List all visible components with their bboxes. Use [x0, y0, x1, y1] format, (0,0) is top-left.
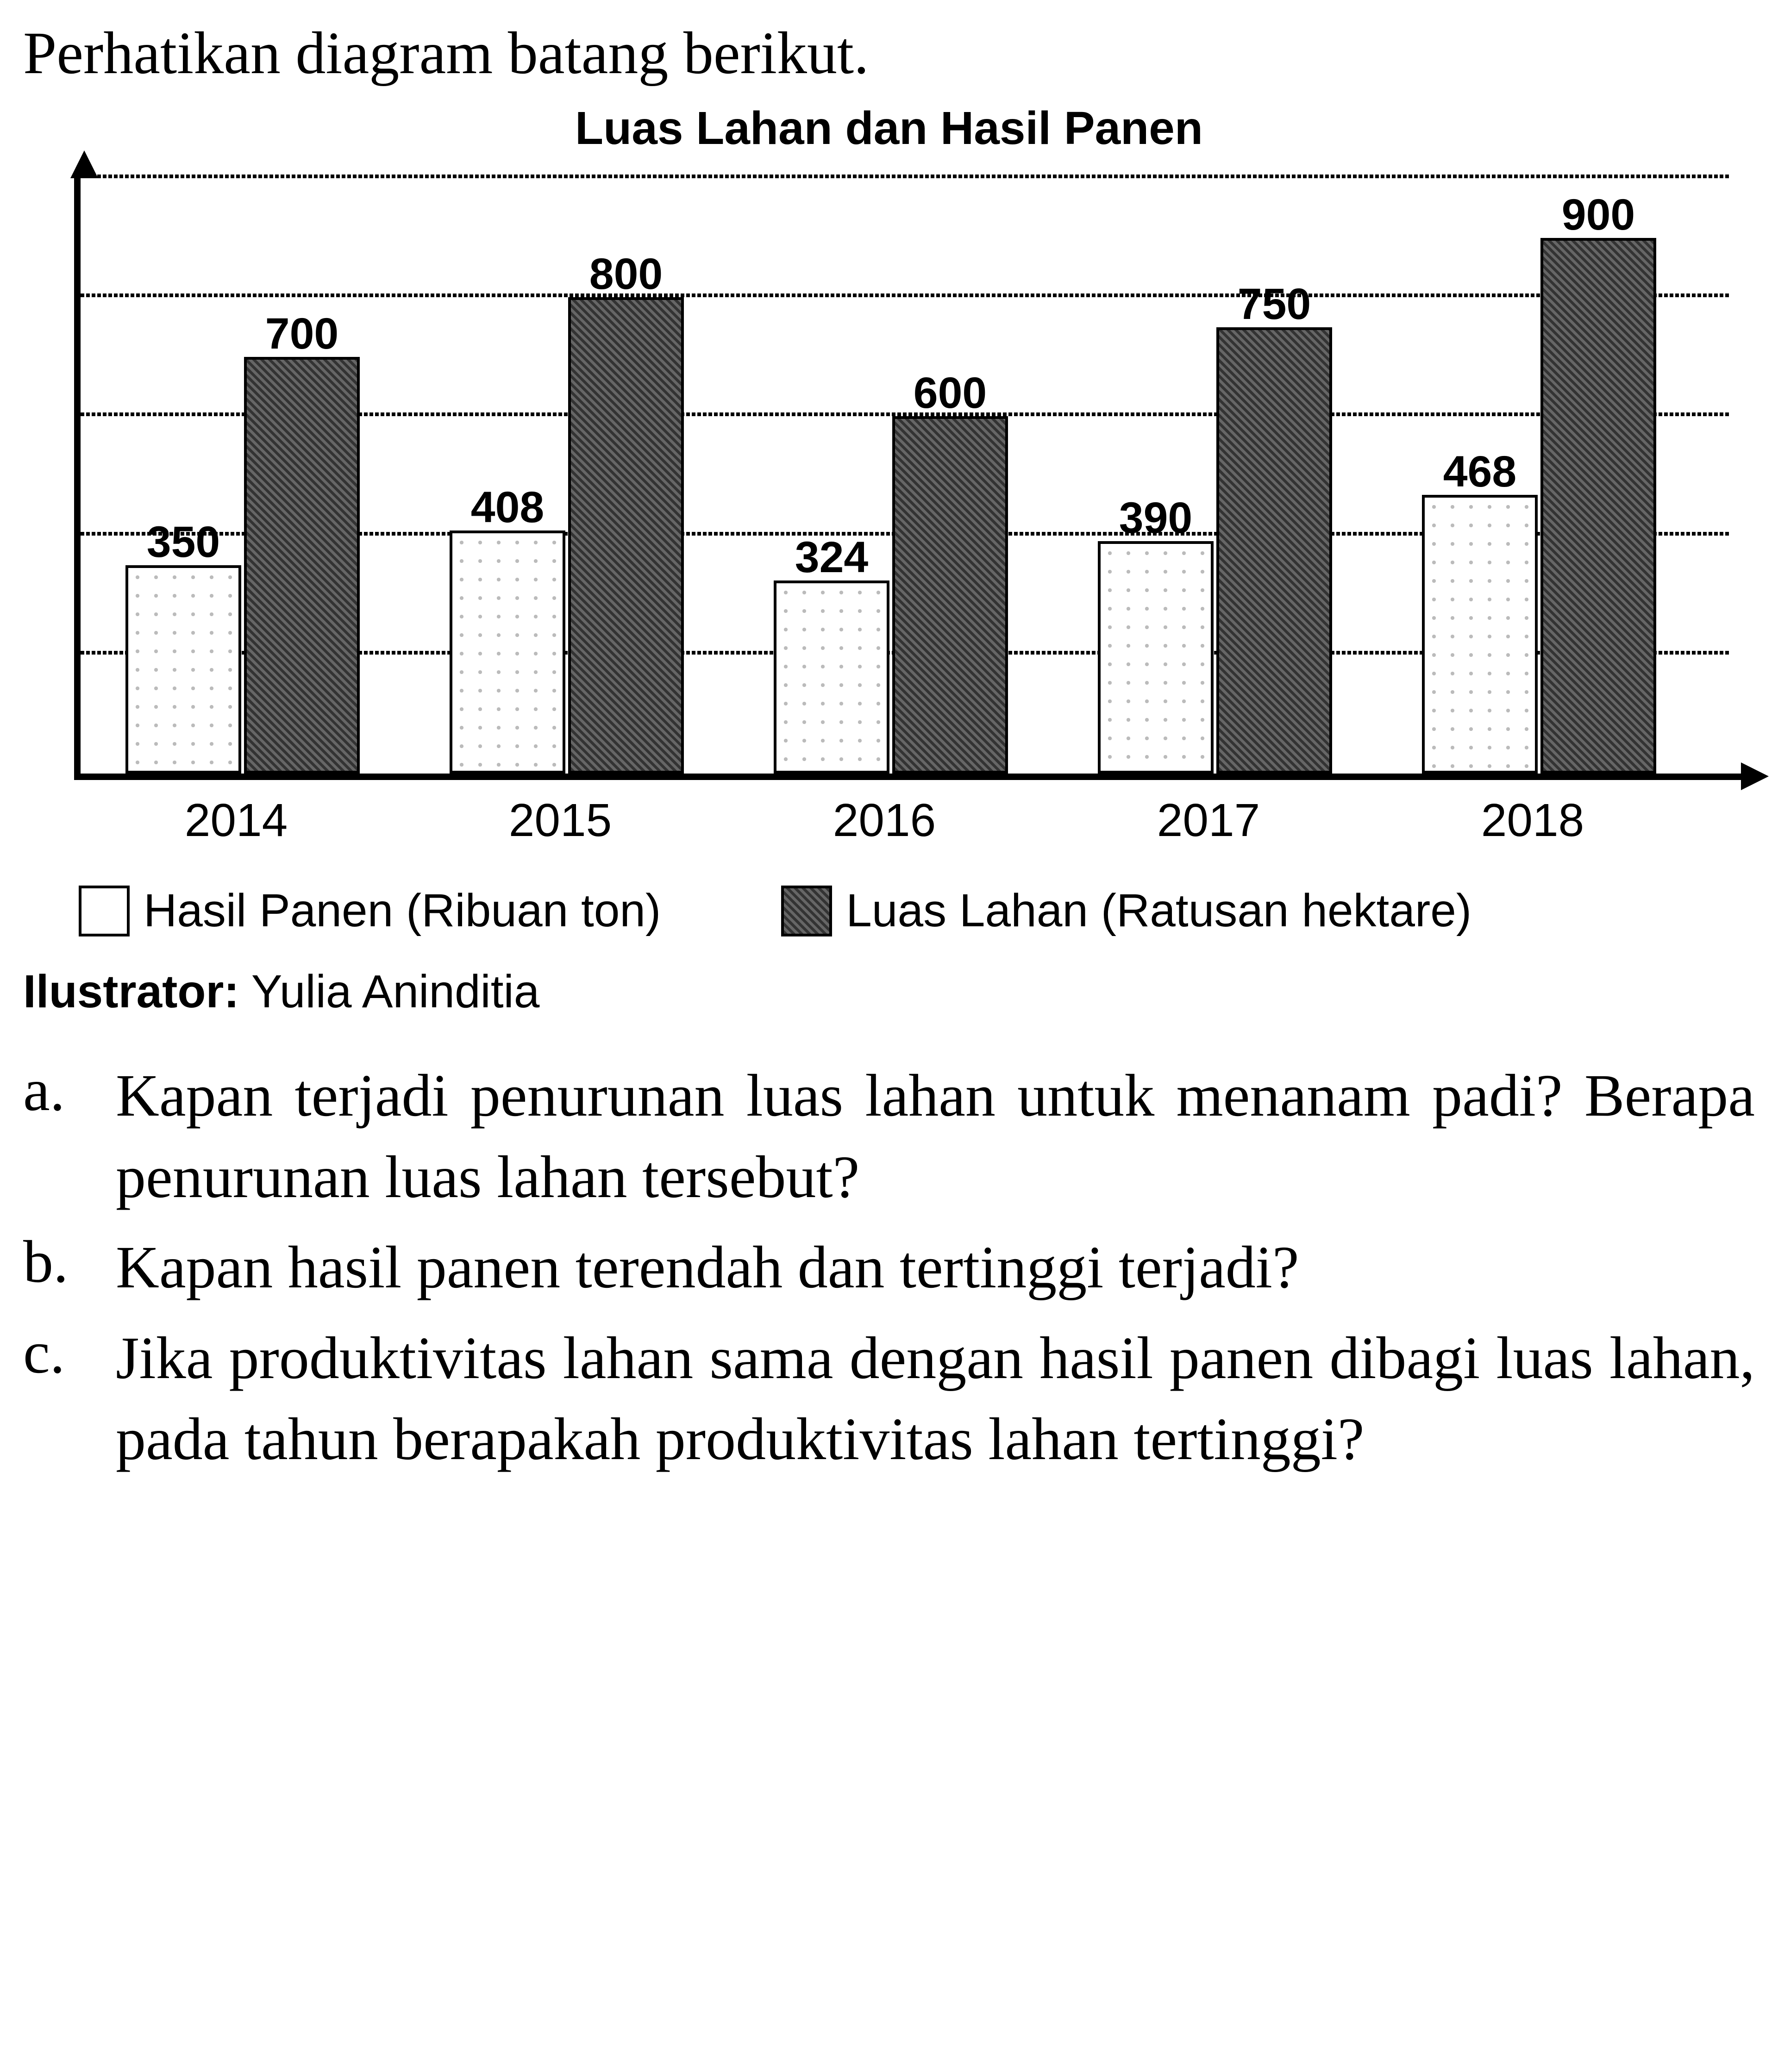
question-letter: c.	[23, 1318, 88, 1480]
question-letter: b.	[23, 1227, 88, 1309]
x-axis-label: 2014	[119, 794, 353, 847]
bar-value-label: 700	[265, 309, 339, 359]
chart-container: 350700408800324600390750468900 201420152…	[56, 178, 1722, 847]
question-c: c. Jika produktivitas lahan sama dengan …	[23, 1318, 1755, 1480]
questions-list: a. Kapan terjadi penurunan luas lahan un…	[23, 1055, 1755, 1480]
plot-area: 350700408800324600390750468900	[81, 178, 1701, 774]
gridline	[81, 175, 1729, 178]
legend-text-b: Luas Lahan (Ratusan hektare)	[846, 884, 1471, 937]
bar-series-a: 390	[1098, 541, 1214, 774]
question-text: Kapan hasil panen terendah dan tertinggi…	[116, 1227, 1755, 1309]
bar-value-label: 408	[471, 482, 545, 533]
illustrator-name: Yulia Aninditia	[251, 966, 540, 1017]
x-axis-labels: 2014 2015 2016 2017 2018	[74, 780, 1695, 847]
legend-text-a: Hasil Panen (Ribuan ton)	[144, 884, 661, 937]
illustrator-label: Ilustrator:	[23, 966, 239, 1017]
bar-value-label: 900	[1562, 190, 1635, 240]
bar-group: 468900	[1422, 238, 1656, 774]
bar-series-a: 468	[1422, 495, 1538, 774]
bar-value-label: 324	[795, 532, 869, 583]
bar-series-b: 900	[1540, 238, 1656, 774]
bar-group: 324600	[774, 416, 1008, 774]
question-a: a. Kapan terjadi penurunan luas lahan un…	[23, 1055, 1755, 1218]
bar-series-a: 350	[125, 565, 241, 774]
question-letter: a.	[23, 1055, 88, 1218]
x-axis-label: 2017	[1091, 794, 1326, 847]
bar-series-b: 750	[1216, 327, 1332, 774]
legend: Hasil Panen (Ribuan ton) Luas Lahan (Rat…	[79, 884, 1755, 937]
bar-series-b: 600	[892, 416, 1008, 774]
x-axis-label: 2015	[443, 794, 677, 847]
chart-axes: 350700408800324600390750468900	[74, 178, 1722, 780]
bar-value-label: 600	[914, 368, 987, 418]
x-axis-arrow-icon	[1741, 762, 1769, 790]
page-title: Perhatikan diagram batang berikut.	[23, 19, 1755, 88]
y-axis-arrow-icon	[70, 150, 98, 178]
bar-group: 390750	[1098, 327, 1332, 774]
question-b: b. Kapan hasil panen terendah dan tertin…	[23, 1227, 1755, 1309]
bar-value-label: 800	[589, 249, 663, 300]
bar-series-a: 324	[774, 580, 889, 774]
x-axis-label: 2016	[767, 794, 1002, 847]
bar-value-label: 350	[147, 517, 220, 568]
bar-value-label: 468	[1443, 447, 1517, 497]
bar-series-a: 408	[450, 530, 565, 774]
legend-item-b: Luas Lahan (Ratusan hektare)	[781, 884, 1471, 937]
question-text: Kapan terjadi penurunan luas lahan untuk…	[116, 1055, 1755, 1218]
chart-title: Luas Lahan dan Hasil Panen	[23, 102, 1755, 155]
legend-item-a: Hasil Panen (Ribuan ton)	[79, 884, 661, 937]
legend-swatch-a-icon	[79, 886, 130, 936]
illustrator-credit: Ilustrator: Yulia Aninditia	[23, 965, 1755, 1018]
bar-group: 350700	[125, 357, 360, 774]
legend-swatch-b-icon	[781, 886, 832, 936]
bar-series-b: 700	[244, 357, 360, 774]
bar-group: 408800	[450, 297, 684, 774]
x-axis	[74, 774, 1741, 780]
bar-value-label: 750	[1238, 279, 1311, 330]
bar-value-label: 390	[1119, 493, 1193, 543]
x-axis-label: 2018	[1415, 794, 1650, 847]
bar-series-b: 800	[568, 297, 684, 774]
question-text: Jika produktivitas lahan sama dengan has…	[116, 1318, 1755, 1480]
